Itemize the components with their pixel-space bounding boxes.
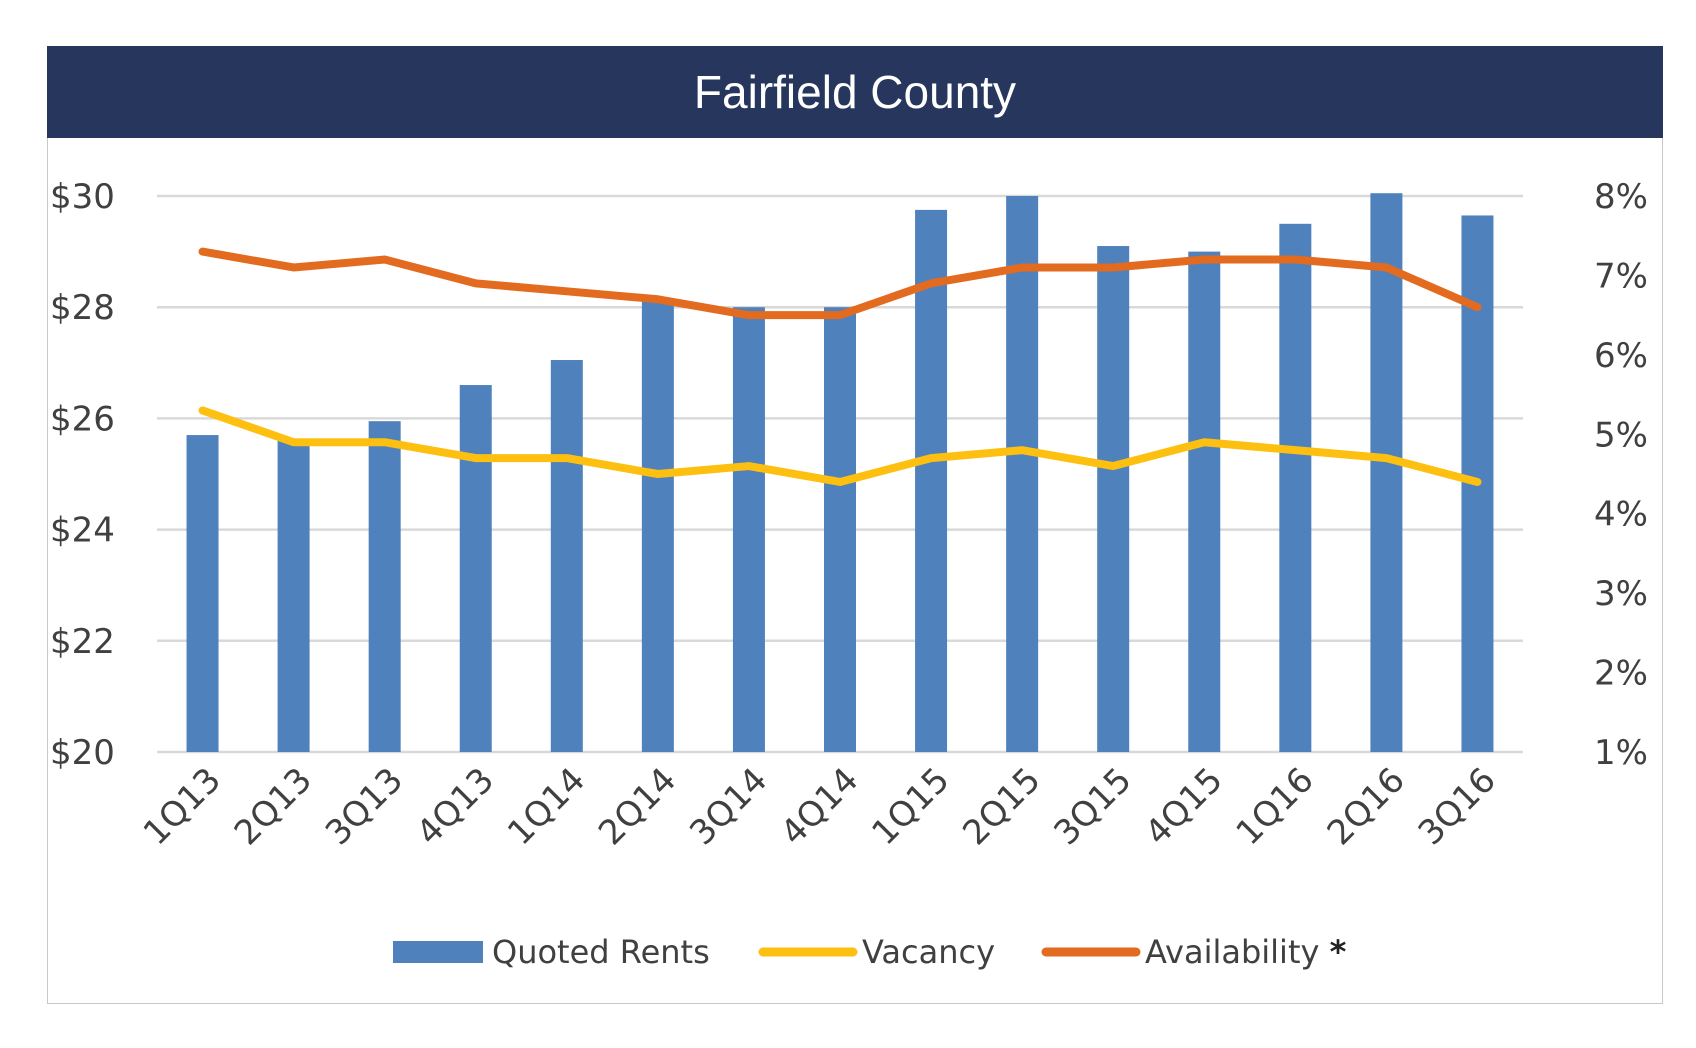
x-tick-label: 1Q13 <box>136 760 229 853</box>
bar-quoted-rents <box>824 307 856 752</box>
y-left-tick-label: $30 <box>50 177 115 217</box>
bar-quoted-rents <box>1097 246 1130 753</box>
bar-quoted-rents <box>459 385 492 752</box>
x-tick-label: 3Q14 <box>682 760 775 853</box>
y-right-tick-label: 7% <box>1594 256 1648 296</box>
x-tick-label: 1Q15 <box>864 760 957 853</box>
bar-quoted-rents <box>186 435 219 752</box>
x-tick-label: 3Q15 <box>1046 760 1139 853</box>
y-right-tick-label: 4% <box>1594 495 1648 535</box>
legend-label-availability: Availability * <box>1145 933 1347 971</box>
chart-title: Fairfield County <box>693 66 1017 118</box>
x-tick-label: 2Q13 <box>227 760 320 853</box>
y-right-tick-label: 5% <box>1594 415 1648 455</box>
x-tick-label: 3Q16 <box>1411 760 1504 853</box>
line-availability <box>198 247 1482 320</box>
y-right-tick-label: 6% <box>1594 336 1648 376</box>
y-right-tick-label: 8% <box>1594 177 1648 217</box>
legend-label-quoted-rents: Quoted Rents <box>492 933 710 971</box>
y-right-tick-label: 3% <box>1594 574 1648 614</box>
bar-quoted-rents <box>915 209 948 752</box>
legend-label-vacancy: Vacancy <box>862 933 995 971</box>
bar-quoted-rents <box>732 307 765 752</box>
bar-quoted-rents <box>1279 223 1312 753</box>
x-tick-label: 4Q15 <box>1138 760 1231 853</box>
bars-series <box>186 193 1494 753</box>
bar-quoted-rents <box>641 301 674 752</box>
bar-quoted-rents <box>550 360 583 752</box>
x-tick-label: 2Q16 <box>1320 760 1413 853</box>
y-left-tick-label: $22 <box>50 622 115 662</box>
x-tick-label: 3Q13 <box>318 760 411 853</box>
y-left-tick-label: $28 <box>50 288 115 328</box>
y-left-tick-label: $26 <box>50 399 115 439</box>
y-left-tick-label: $24 <box>50 511 115 551</box>
x-tick-label: 1Q14 <box>500 760 593 853</box>
bar-quoted-rents <box>368 421 401 752</box>
bar-quoted-rents <box>1006 196 1039 752</box>
line-vacancy <box>198 406 1482 486</box>
y-right-tick-label: 2% <box>1594 654 1648 694</box>
bar-quoted-rents <box>277 440 310 752</box>
legend: Quoted Rents Vacancy Availability * <box>393 933 1347 971</box>
y-right-tick-label: 1% <box>1594 733 1648 773</box>
bar-quoted-rents <box>1188 251 1221 752</box>
y-left-tick-label: $20 <box>50 733 115 773</box>
x-tick-label: 4Q14 <box>773 760 866 853</box>
x-tick-label: 2Q14 <box>591 760 684 853</box>
x-tick-label: 4Q13 <box>409 760 502 853</box>
legend-availability-asterisk: * <box>1330 933 1347 971</box>
legend-swatch-quoted-rents <box>393 941 483 963</box>
x-tick-label: 1Q16 <box>1229 760 1322 853</box>
bar-quoted-rents <box>1370 193 1403 753</box>
chart-title-bar: Fairfield County <box>47 46 1663 138</box>
x-tick-label: 2Q15 <box>955 760 1048 853</box>
lines-series <box>198 247 1482 486</box>
